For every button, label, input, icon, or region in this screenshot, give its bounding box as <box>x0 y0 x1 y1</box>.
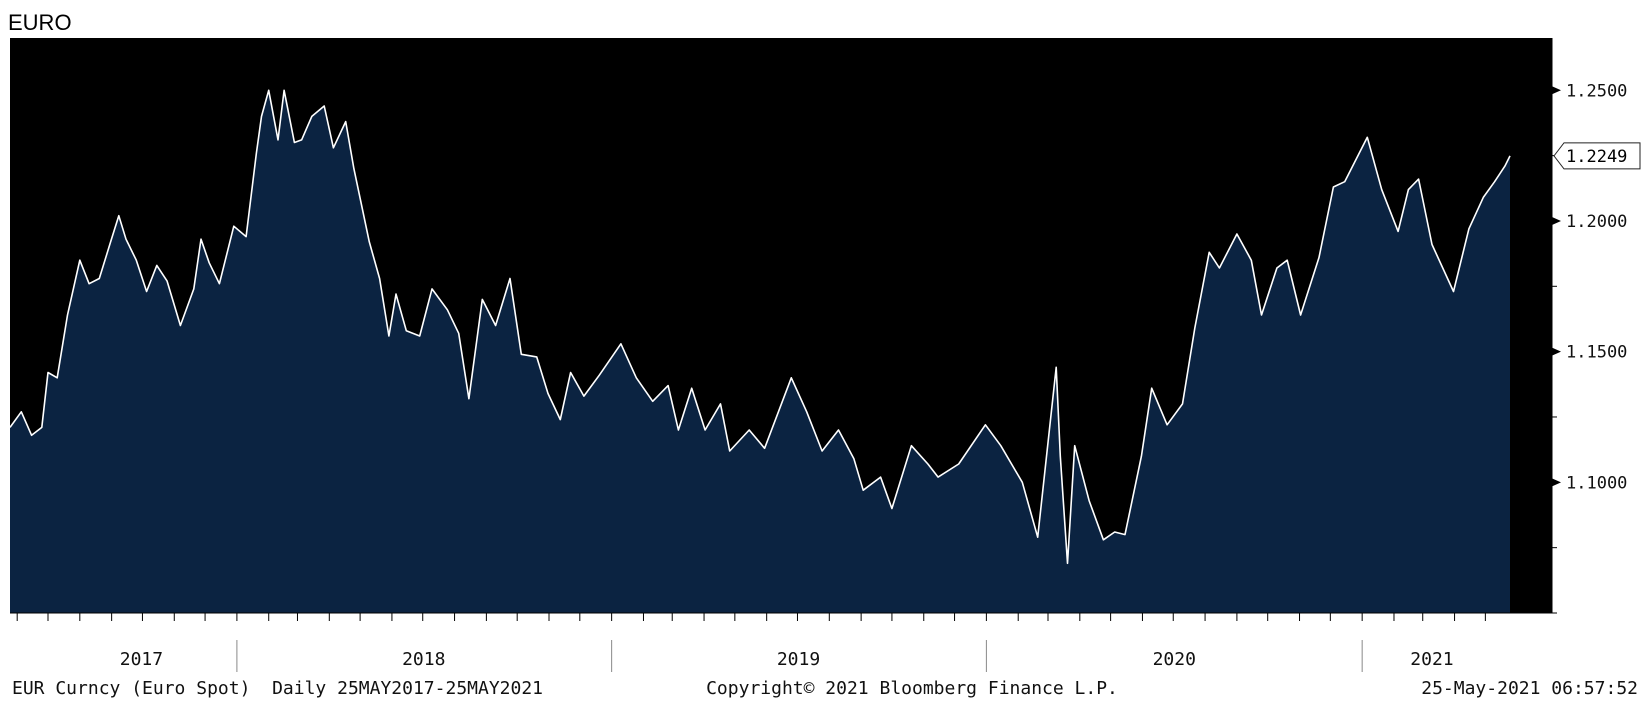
y-tick-label: 1.1500 <box>1566 343 1627 363</box>
last-value-box <box>1553 142 1641 170</box>
x-tick-label: 2020 <box>1153 649 1196 670</box>
chart-title: EURO <box>8 10 72 35</box>
y-tick-label: 1.2500 <box>1566 81 1627 101</box>
x-axis: 2017 2018 2019 2020 2021 <box>10 612 1552 672</box>
price-area <box>10 90 1510 614</box>
footer-security-info: EUR Curncy (Euro Spot) Daily 25MAY2017-2… <box>12 678 543 699</box>
footer-copyright: Copyright© 2021 Bloomberg Finance L.P. <box>706 678 1118 699</box>
last-value-marker: 1.2249 <box>1553 142 1641 170</box>
x-tick-label: 2021 <box>1410 649 1453 670</box>
last-value-label: 1.2249 <box>1566 147 1627 167</box>
footer-timestamp: 25-May-2021 06:57:52 <box>1421 678 1638 699</box>
y-tick-label: 1.2000 <box>1566 212 1627 232</box>
price-line <box>9 89 1511 565</box>
x-tick-label: 2017 <box>120 649 163 670</box>
x-tick-label: 2018 <box>402 649 445 670</box>
y-tick-label: 1.1000 <box>1566 473 1627 493</box>
y-axis: 1.1000 1.1500 1.2000 1.2500 <box>1551 38 1627 614</box>
x-tick-label: 2019 <box>777 649 820 670</box>
